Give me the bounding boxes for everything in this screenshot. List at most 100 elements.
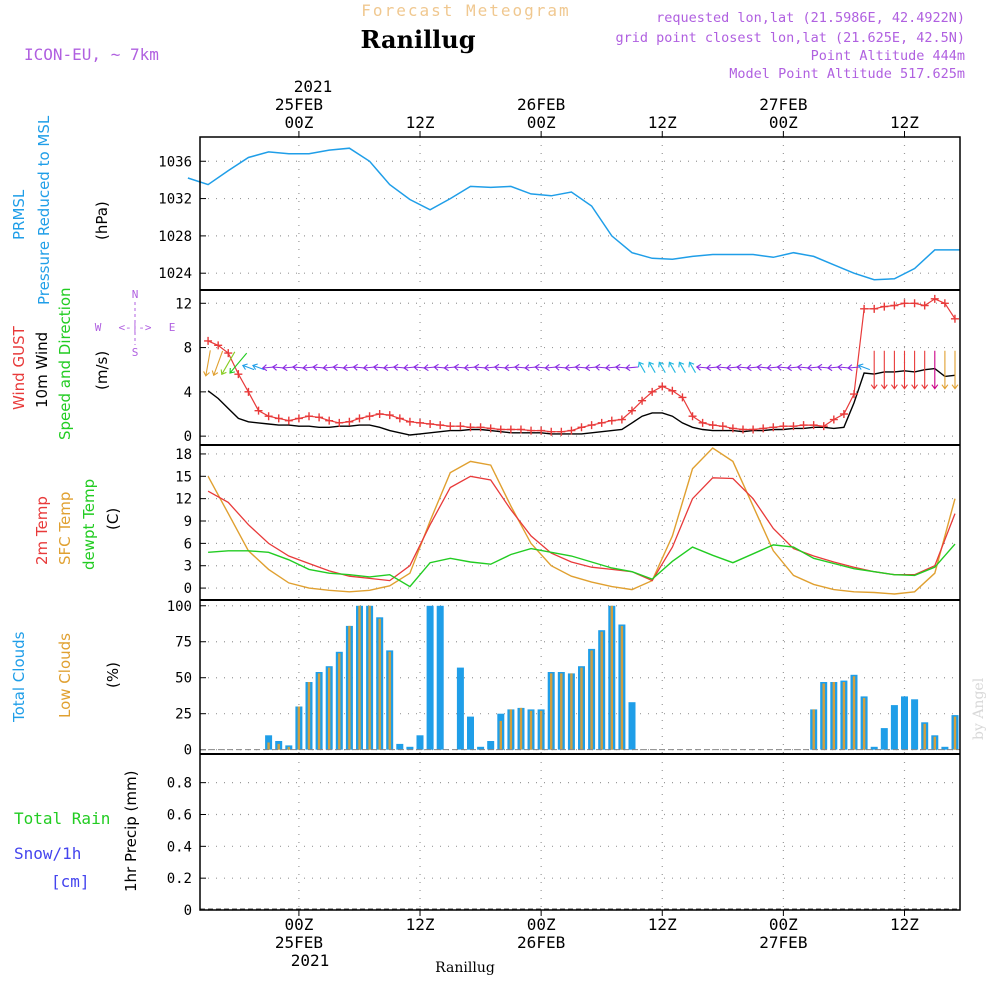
gust-marker [718,422,727,431]
gust-marker [627,406,636,415]
pressure-label-2: Pressure Reduced to MSL [35,115,53,305]
bottom-hour-label: 12Z [648,915,677,934]
ytick-label: 0.2 [167,871,192,887]
dewpt-line [208,543,956,588]
top-date-label: 27FEB [759,95,807,114]
gust-marker [749,425,758,434]
gust-marker [294,414,303,423]
cloud-unit: (%) [104,662,122,688]
ytick-label: 0 [184,903,192,919]
top-date-label: 26FEB [517,95,565,114]
wind-direction-arrow [688,361,696,373]
low-cloud-bar [812,709,815,750]
gust-marker [426,419,435,428]
panel-4: 0 25 50 75 100 [167,599,960,759]
bottom-hour-label: 00Z [769,915,798,934]
total-cloud-bar [628,702,636,750]
ytick-label: 9 [184,514,192,530]
wind-direction-arrow [658,361,666,373]
wind-direction-arrow [648,361,656,373]
gust-marker [224,349,233,358]
ytick-label: 0 [184,581,192,597]
total-cloud-bar [456,667,464,750]
top-hour-label: 00Z [769,113,798,132]
pressure-label-1: PRMSL [10,189,28,240]
rain-label: Total Rain [14,809,110,828]
gust-marker [698,418,707,427]
low-cloud-bar [570,673,573,750]
point-altitude: Point Altitude 444m [811,48,965,64]
gust-marker [739,425,748,434]
low-cloud-bar [328,667,331,750]
low-cloud-bar [509,709,513,750]
wind-direction-arrow [890,350,898,390]
top-hour-label: 00Z [527,113,556,132]
ytick-label: 50 [175,671,192,687]
low-cloud-bar [317,673,321,750]
low-cloud-bar [842,682,846,750]
gust-marker [204,336,213,345]
low-cloud-bar [297,706,301,750]
ytick-label: 3 [184,559,192,575]
total-cloud-bar [880,728,888,750]
low-cloud-bar [358,605,361,750]
wind-direction-arrow [911,350,919,390]
low-cloud-bar [267,742,270,750]
low-cloud-bar [560,673,563,750]
ytick-label: 15 [175,469,192,485]
top-hour-label: 12Z [648,113,677,132]
compass-rose: N S W E <-|-> [95,288,176,359]
wind-direction-arrow [625,364,639,372]
gust-marker [264,412,273,421]
gust-marker [577,423,586,432]
bottom-hour-label: 12Z [890,915,919,934]
gust-marker [234,370,243,379]
panel-3: 0 3 6 9 12 15 18 [175,445,960,600]
gust-marker [728,424,737,433]
panel-2: 0 4 8 12 [175,290,960,445]
gust-marker [506,425,515,434]
total-cloud-bar [890,705,898,750]
gust-marker [325,416,334,425]
low-cloud-bar [519,707,523,750]
bottom-date-label: 27FEB [759,933,807,952]
gust-marker [395,414,404,423]
ytick-label: 4 [184,385,192,401]
footer-station: Ranillug [435,960,495,976]
top-hour-label: 00Z [284,113,313,132]
wind-direction-arrow [857,363,870,371]
top-hour-label: 12Z [406,113,435,132]
total-cloud-bar [436,605,444,750]
wind10-label: 10m Wind [33,332,51,408]
gust-marker [940,299,949,308]
low-cloud-bar [550,673,553,750]
low-cloud-bar [832,682,835,750]
ytick-label: 100 [167,599,192,615]
wind-direction-arrow [203,350,211,377]
low-cloud-bar [348,625,351,750]
gust-marker [789,422,798,431]
gust-marker [405,417,414,426]
dewpt-label: dewpt Temp [80,479,98,570]
top-year: 2021 [294,77,333,96]
gust-marker [920,301,929,310]
snow-unit-label: [cm] [51,872,90,891]
total-cloud-bar [487,741,495,750]
gust-marker [819,422,828,431]
gust-marker [930,294,939,303]
gust-marker [537,426,546,435]
bottom-date-label: 26FEB [517,933,565,952]
gust-marker [486,424,495,433]
ytick-label: 25 [175,707,192,723]
gust-marker [839,410,848,418]
gust-marker [910,299,919,308]
total-cloud-bar [426,605,434,750]
gust-marker [557,427,566,436]
low-cloud-bar [378,618,381,750]
total-cloud-bar [416,735,424,750]
ytick-label: 0 [184,429,192,445]
gust-line [207,298,956,433]
